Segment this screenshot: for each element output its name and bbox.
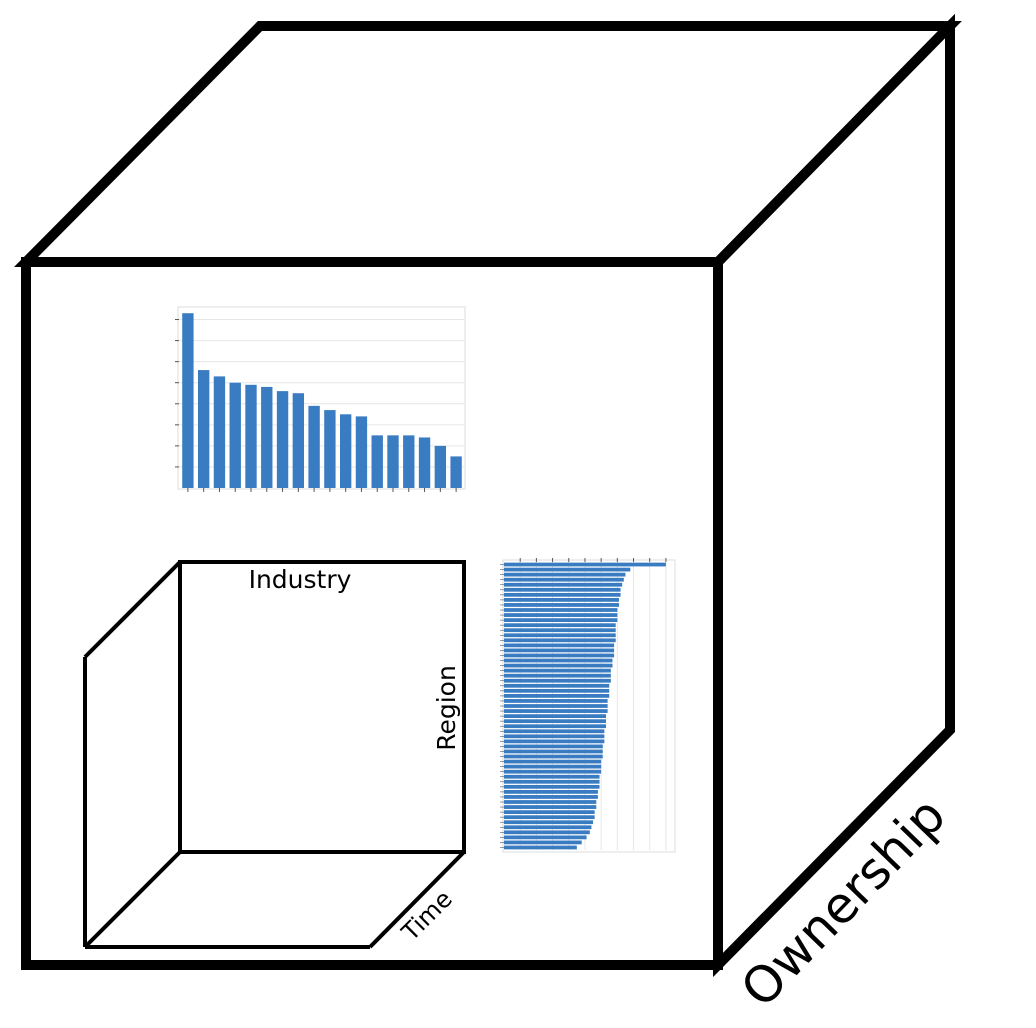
industry-chart-ticks: [175, 319, 457, 492]
outer-cube-front-face: [21, 257, 723, 970]
region-bar: [504, 784, 600, 789]
region-bar: [504, 582, 623, 587]
region-chart-bars: [504, 562, 666, 850]
region-bar: [504, 744, 603, 749]
industry-bar: [245, 384, 257, 488]
region-bar: [504, 678, 611, 683]
region-bar: [504, 729, 605, 734]
region-bar: [504, 709, 608, 713]
industry-bar: [308, 405, 320, 488]
region-bar: [504, 820, 594, 825]
region-bar: [504, 830, 590, 835]
industry-bar: [213, 376, 226, 488]
inner-cube-edge-top-left: [83, 560, 182, 659]
inner-cube-back-face: [178, 560, 466, 854]
region-bar: [504, 769, 602, 774]
region-bar: [504, 704, 608, 708]
industry-bar: [403, 435, 415, 488]
region-chart-ticks: [500, 558, 667, 848]
region-bar: [504, 643, 615, 648]
region-bar: [504, 800, 597, 804]
region-bar: [504, 623, 616, 628]
industry-bar: [387, 435, 399, 488]
region-bar: [504, 790, 598, 794]
industry-bar-chart: [175, 306, 466, 492]
region-bar: [504, 840, 582, 845]
inner-cube-edge-bottom-right: [368, 850, 466, 949]
inner-cube-edge-bottom-left: [83, 850, 182, 949]
region-bar: [504, 719, 606, 724]
region-bar: [504, 668, 611, 673]
region-bar: [504, 663, 613, 668]
region-bar: [504, 739, 605, 744]
region-bar: [504, 774, 600, 779]
region-bar: [504, 572, 626, 577]
region-bar: [504, 618, 618, 622]
region-bar: [504, 835, 587, 840]
region-bar: [504, 567, 631, 572]
outer-cube: [14, 13, 962, 978]
region-bar: [504, 714, 606, 718]
industry-bar: [371, 435, 383, 488]
region-bar: [504, 592, 621, 597]
inner-cube: [83, 560, 466, 949]
industry-chart-grid: [179, 319, 465, 468]
industry-bar: [324, 410, 336, 488]
outer-cube-top-face: [14, 21, 962, 267]
industry-bar: [418, 437, 431, 488]
region-bar: [504, 658, 613, 663]
region-bar: [504, 734, 605, 739]
industry-bar: [229, 382, 241, 488]
industry-bar: [355, 416, 368, 488]
region-bar: [504, 815, 595, 820]
industry-bar: [434, 445, 447, 488]
region-bar-chart: [500, 558, 676, 853]
region-bar: [504, 653, 615, 658]
region-bar: [504, 825, 592, 830]
region-bar: [504, 638, 616, 643]
ownership-axis-label: Ownership: [730, 786, 957, 1018]
industry-bar: [292, 393, 305, 488]
region-bar: [504, 613, 618, 617]
region-bar: [504, 724, 606, 729]
region-bar: [504, 759, 602, 764]
region-bar: [504, 749, 603, 754]
industry-bar: [339, 414, 352, 488]
industry-bar: [450, 456, 462, 488]
industry-bar: [276, 391, 289, 488]
region-bar: [504, 795, 598, 799]
region-bar: [504, 673, 611, 678]
region-bar: [504, 577, 624, 582]
region-bar: [504, 764, 602, 769]
region-bar: [504, 603, 619, 607]
region-bar: [504, 628, 616, 633]
time-axis-label: Time: [396, 885, 458, 947]
region-bar: [504, 699, 608, 703]
region-axis-label: Region: [432, 665, 461, 751]
industry-chart-frame: [177, 306, 466, 490]
region-bar: [504, 587, 621, 592]
region-bar: [504, 805, 597, 809]
region-bar: [504, 598, 619, 602]
industry-chart-bars: [182, 313, 462, 488]
region-bar: [504, 648, 615, 653]
region-bar: [504, 754, 603, 759]
region-bar: [504, 683, 610, 688]
region-bar: [504, 688, 610, 693]
industry-axis-label: Industry: [249, 565, 352, 594]
industry-bar: [197, 370, 210, 488]
region-bar: [504, 694, 610, 698]
region-bar: [504, 562, 666, 567]
industry-bar: [182, 313, 194, 488]
region-bar: [504, 779, 600, 784]
region-bar: [504, 633, 616, 638]
region-bar: [504, 810, 595, 814]
region-bar: [504, 608, 618, 612]
region-bar: [504, 845, 577, 850]
industry-bar: [261, 386, 273, 488]
